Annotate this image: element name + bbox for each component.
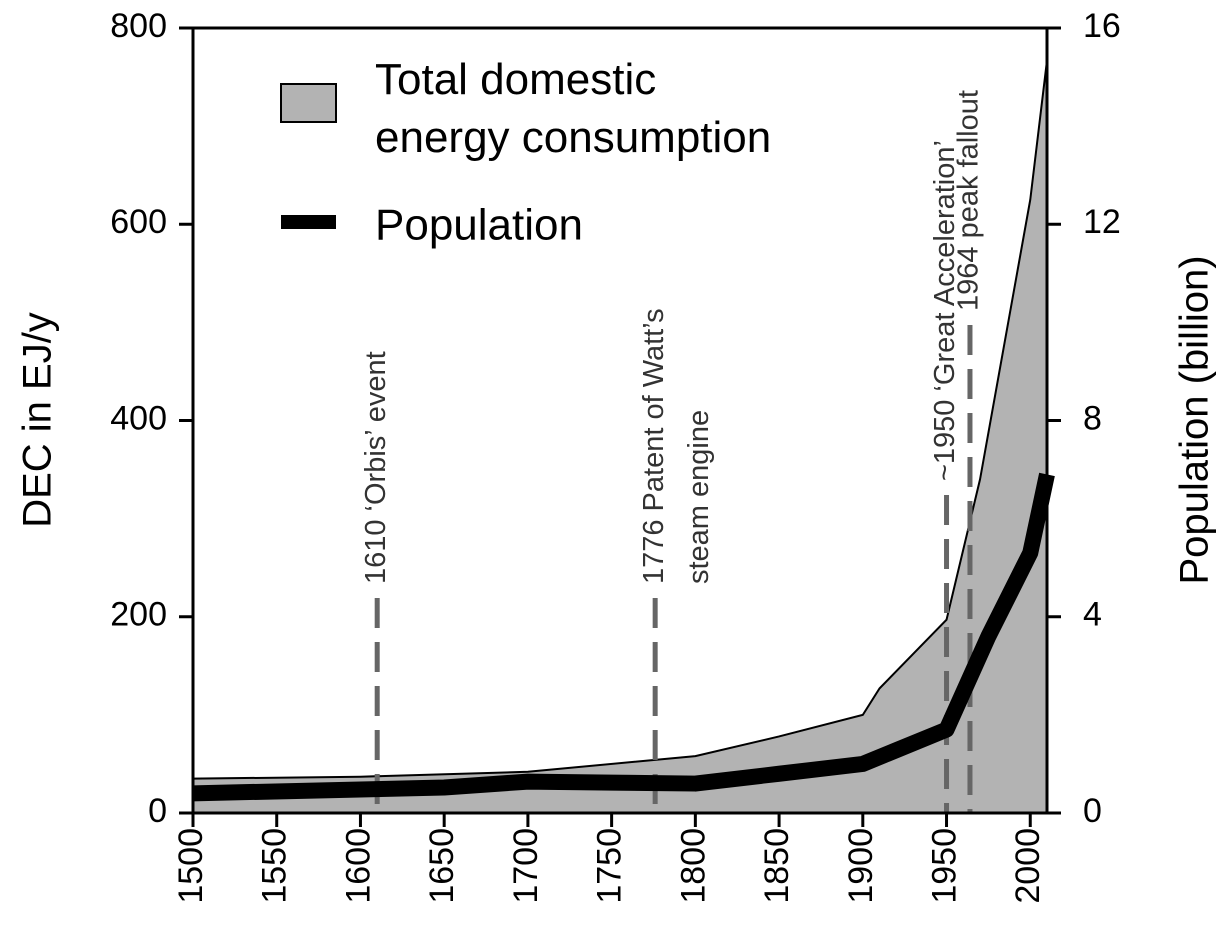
x-tick-label: 1750: [591, 828, 629, 904]
annotation-text: 1964 peak fallout: [953, 90, 985, 311]
y-axis-label: DEC in EJ/y: [16, 312, 60, 528]
x-tick-label: 1850: [758, 828, 796, 904]
y2-tick-label: 16: [1083, 7, 1121, 45]
x-tick-label: 1500: [172, 828, 210, 904]
annotation-text: 1610 ‘Orbis’ event: [360, 351, 392, 584]
x-tick-label: 1800: [674, 828, 712, 904]
y-tick-label: 800: [110, 7, 167, 45]
x-tick-label: 1900: [842, 828, 880, 904]
y2-tick-label: 8: [1083, 399, 1102, 437]
legend-swatch: [280, 83, 337, 123]
x-tick-label: 1600: [339, 828, 377, 904]
legend-label: Population: [375, 201, 583, 250]
annotation-text: steam engine: [683, 410, 715, 584]
y2-tick-label: 4: [1083, 596, 1102, 634]
y2-tick-label: 12: [1083, 203, 1121, 241]
y-tick-label: 200: [110, 596, 167, 634]
area: [192, 60, 1048, 814]
x-tick-label: 2000: [1009, 828, 1047, 904]
y-tick-label: 600: [110, 203, 167, 241]
legend-label: Total domestic energy consumption: [375, 55, 771, 162]
y2-tick-label: 0: [1083, 792, 1102, 830]
x-tick-label: 1950: [926, 828, 964, 904]
y-tick-label: 400: [110, 399, 167, 437]
annotation-text: ~1950 ‘Great Acceleration’: [929, 140, 961, 481]
x-tick-label: 1550: [256, 828, 294, 904]
line: [192, 472, 1055, 802]
x-tick-label: 1650: [423, 828, 461, 904]
x-tick-label: 1700: [507, 828, 545, 904]
annotation-text: 1776 Patent of Watt’s: [638, 308, 670, 584]
y2-axis-label: Population (billion): [1173, 255, 1217, 584]
y-tick-label: 0: [148, 792, 167, 830]
